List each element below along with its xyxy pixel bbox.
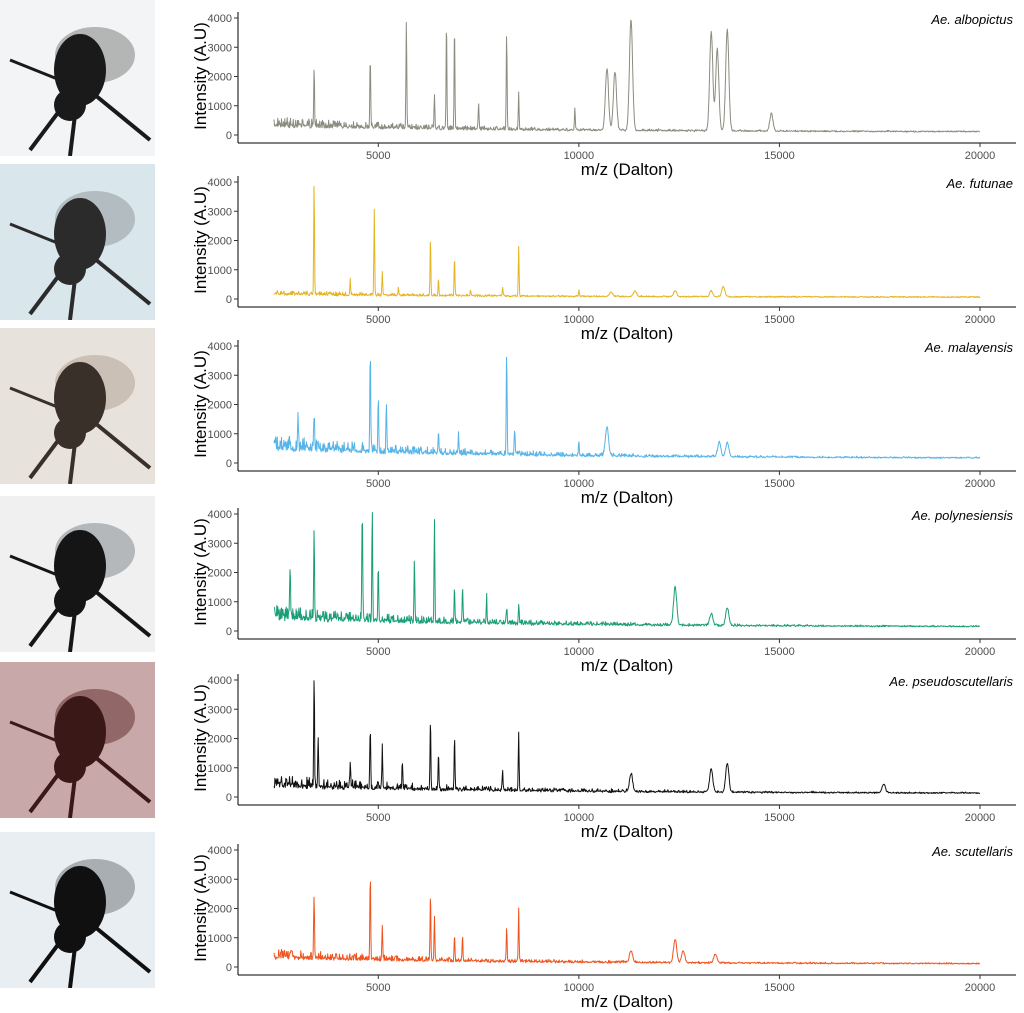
x-tick-label: 20000 bbox=[965, 478, 996, 490]
spectrum-panel: 0 1000 2000 3000 4000 5000 10000 15000 20000 m/z … bbox=[191, 674, 1016, 841]
y-axis-title: Intensity (A.U) bbox=[191, 854, 210, 962]
x-tick-label: 5000 bbox=[366, 314, 390, 326]
y-tick-label: 0 bbox=[226, 294, 232, 306]
x-axis-title: m/z (Dalton) bbox=[581, 488, 674, 507]
x-tick-label: 20000 bbox=[965, 314, 996, 326]
spectrum-panel: 0 1000 2000 3000 4000 5000 10000 15000 20000 m/z … bbox=[191, 12, 1016, 179]
species-label: Ae. malayensis bbox=[924, 340, 1014, 355]
species-label: Ae. futunae bbox=[946, 176, 1014, 191]
mosquito-photo bbox=[0, 328, 155, 484]
y-tick-label: 3000 bbox=[208, 538, 232, 550]
spectrum-line bbox=[273, 512, 981, 628]
y-axis-title: Intensity (A.U) bbox=[191, 350, 210, 458]
y-tick-label: 4000 bbox=[208, 13, 232, 25]
y-tick-label: 3000 bbox=[208, 206, 232, 218]
x-tick-label: 15000 bbox=[764, 812, 795, 824]
y-tick-label: 0 bbox=[226, 626, 232, 638]
y-tick-label: 0 bbox=[226, 792, 232, 804]
y-tick-label: 2000 bbox=[208, 400, 232, 412]
species-label: Ae. pseudoscutellaris bbox=[888, 674, 1013, 689]
spectrum-panel: 0 1000 2000 3000 4000 5000 10000 15000 20000 m/z … bbox=[191, 508, 1016, 675]
x-tick-label: 10000 bbox=[564, 478, 595, 490]
y-axis-title: Intensity (A.U) bbox=[191, 186, 210, 294]
species-label: Ae. polynesiensis bbox=[911, 508, 1014, 523]
spectrum-panel: 0 1000 2000 3000 4000 5000 10000 15000 20000 m/z … bbox=[191, 340, 1016, 507]
spectrum-panel: 0 1000 2000 3000 4000 5000 10000 15000 20000 m/z … bbox=[191, 844, 1016, 1011]
x-tick-label: 20000 bbox=[965, 812, 996, 824]
y-tick-label: 3000 bbox=[208, 704, 232, 716]
y-tick-label: 0 bbox=[226, 130, 232, 142]
y-tick-label: 0 bbox=[226, 458, 232, 470]
spectrum-line bbox=[273, 356, 981, 459]
x-tick-label: 15000 bbox=[764, 314, 795, 326]
spectrum-line bbox=[273, 881, 980, 965]
y-tick-label: 1000 bbox=[208, 265, 232, 277]
x-axis-title: m/z (Dalton) bbox=[581, 656, 674, 675]
y-tick-label: 4000 bbox=[208, 675, 232, 687]
y-tick-label: 4000 bbox=[208, 509, 232, 521]
x-tick-label: 20000 bbox=[965, 150, 996, 162]
x-tick-label: 5000 bbox=[366, 812, 390, 824]
y-tick-label: 2000 bbox=[208, 236, 232, 248]
y-tick-label: 1000 bbox=[208, 429, 232, 441]
y-tick-label: 4000 bbox=[208, 177, 232, 189]
y-tick-label: 3000 bbox=[208, 874, 232, 886]
x-tick-label: 15000 bbox=[764, 646, 795, 658]
spectrum-panel: 0 1000 2000 3000 4000 5000 10000 15000 20000 m/z … bbox=[191, 176, 1016, 343]
x-tick-label: 10000 bbox=[564, 150, 595, 162]
y-axis-title: Intensity (A.U) bbox=[191, 22, 210, 130]
x-tick-label: 10000 bbox=[564, 812, 595, 824]
x-axis-title: m/z (Dalton) bbox=[581, 324, 674, 343]
y-tick-label: 4000 bbox=[208, 845, 232, 857]
x-tick-label: 10000 bbox=[564, 982, 595, 994]
y-tick-label: 1000 bbox=[208, 101, 232, 113]
y-tick-label: 0 bbox=[226, 962, 232, 974]
mosquito-photo bbox=[0, 0, 155, 156]
mosquito-photo bbox=[0, 164, 155, 320]
y-axis-title: Intensity (A.U) bbox=[191, 518, 210, 626]
spectrum-line bbox=[273, 19, 981, 133]
species-label: Ae. albopictus bbox=[930, 12, 1013, 27]
x-tick-label: 15000 bbox=[764, 982, 795, 994]
y-tick-label: 2000 bbox=[208, 734, 232, 746]
spectrum-line bbox=[273, 185, 981, 299]
x-tick-label: 15000 bbox=[764, 150, 795, 162]
mosquito-photo bbox=[0, 832, 155, 988]
y-tick-label: 2000 bbox=[208, 72, 232, 84]
x-tick-label: 15000 bbox=[764, 478, 795, 490]
x-axis-title: m/z (Dalton) bbox=[581, 160, 674, 179]
x-axis-title: m/z (Dalton) bbox=[581, 992, 674, 1011]
y-tick-label: 1000 bbox=[208, 763, 232, 775]
species-label: Ae. scutellaris bbox=[931, 844, 1013, 859]
x-axis-title: m/z (Dalton) bbox=[581, 822, 674, 841]
x-tick-label: 20000 bbox=[965, 982, 996, 994]
y-tick-label: 2000 bbox=[208, 568, 232, 580]
y-tick-label: 3000 bbox=[208, 370, 232, 382]
spectrum-line bbox=[273, 680, 981, 795]
y-tick-label: 1000 bbox=[208, 597, 232, 609]
x-tick-label: 5000 bbox=[366, 646, 390, 658]
y-tick-label: 4000 bbox=[208, 341, 232, 353]
mosquito-photo bbox=[0, 662, 155, 818]
x-tick-label: 5000 bbox=[366, 150, 390, 162]
x-tick-label: 5000 bbox=[366, 478, 390, 490]
y-axis-title: Intensity (A.U) bbox=[191, 684, 210, 792]
y-tick-label: 3000 bbox=[208, 42, 232, 54]
y-tick-label: 1000 bbox=[208, 933, 232, 945]
x-tick-label: 5000 bbox=[366, 982, 390, 994]
y-tick-label: 2000 bbox=[208, 904, 232, 916]
x-tick-label: 10000 bbox=[564, 646, 595, 658]
x-tick-label: 20000 bbox=[965, 646, 996, 658]
mosquito-photo bbox=[0, 496, 155, 652]
x-tick-label: 10000 bbox=[564, 314, 595, 326]
